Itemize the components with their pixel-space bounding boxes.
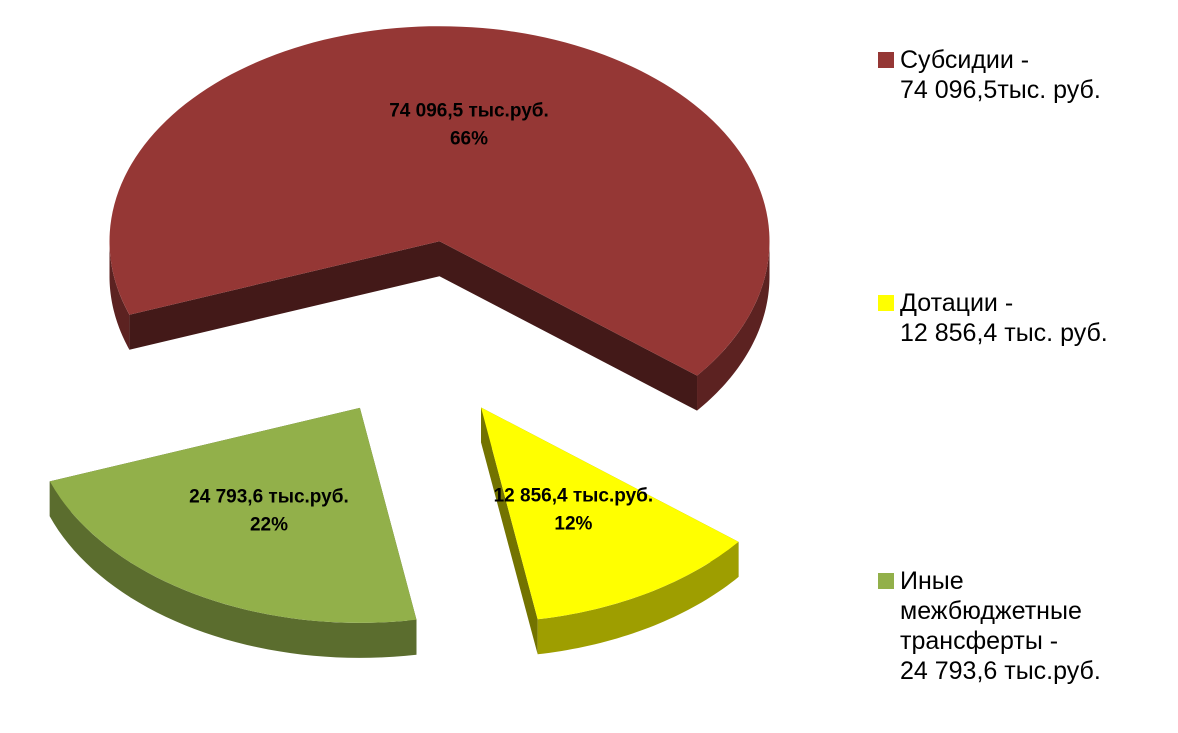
legend-label: Иные межбюджетные трансферты - 24 793,6 … xyxy=(900,567,1101,685)
slice-rim xyxy=(49,481,417,658)
pie-area: 74 096,5 тыс.руб. 66% 12 856,4 тыс.руб. 12%… xyxy=(49,26,770,658)
value-label: 24 793,6 тыс.руб. xyxy=(189,486,349,507)
slice xyxy=(481,407,739,620)
percentage-label: 22% xyxy=(250,514,288,535)
legend-swatch xyxy=(878,295,894,311)
legend-entry: Субсидии - 74 096,5тыс. руб. xyxy=(878,45,1101,105)
legend-entry: Иные межбюджетные трансферты - 24 793,6 … xyxy=(878,566,1101,686)
slice-rim xyxy=(537,541,739,655)
legend-label: Субсидии - 74 096,5тыс. руб. xyxy=(900,46,1101,104)
legend-swatch xyxy=(878,573,894,589)
slice xyxy=(49,407,417,623)
slice xyxy=(109,26,770,376)
slice-side xyxy=(481,407,538,655)
slice-rim xyxy=(697,241,770,411)
legend-entry: Дотации - 12 856,4 тыс. руб. xyxy=(878,288,1108,348)
value-label: 12 856,4 тыс.руб. xyxy=(494,485,654,506)
slice-rim xyxy=(109,241,130,350)
legend: Субсидии - 74 096,5тыс. руб. Дотации - 12… xyxy=(878,0,1178,733)
slice-side xyxy=(129,241,440,350)
percentage-label: 66% xyxy=(450,129,488,150)
legend-swatch xyxy=(878,52,894,68)
percentage-label: 12% xyxy=(554,513,592,534)
value-label: 74 096,5 тыс.руб. xyxy=(389,101,549,122)
legend-label: Дотации - 12 856,4 тыс. руб. xyxy=(900,289,1108,347)
slice-side xyxy=(439,241,698,411)
